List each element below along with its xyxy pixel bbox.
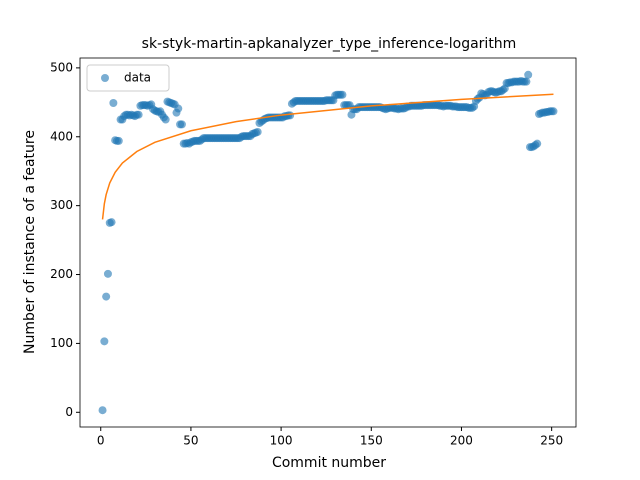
data-point <box>98 406 107 415</box>
y-tick-label: 0 <box>65 405 73 419</box>
data-point <box>114 136 123 145</box>
data-point <box>549 107 558 116</box>
data-point <box>522 77 531 86</box>
legend-label: data <box>124 71 151 85</box>
y-tick-label: 200 <box>50 267 73 281</box>
x-tick-label: 0 <box>97 434 105 448</box>
data-point <box>103 269 112 278</box>
x-tick-label: 100 <box>270 434 293 448</box>
data-point <box>174 104 183 113</box>
y-tick-label: 100 <box>50 336 73 350</box>
legend-box <box>86 64 170 92</box>
legend-marker <box>101 74 109 82</box>
data-point <box>524 70 533 79</box>
y-tick-label: 300 <box>50 198 73 212</box>
data-point <box>134 110 143 119</box>
x-tick-label: 50 <box>183 434 198 448</box>
data-point <box>109 99 118 108</box>
data-point <box>100 337 109 346</box>
data-point <box>253 127 262 136</box>
data-point <box>102 292 111 301</box>
data-point <box>107 218 116 227</box>
x-tick-label: 200 <box>450 434 473 448</box>
x-tick-label: 250 <box>540 434 563 448</box>
data-point <box>161 115 170 124</box>
chart-title: sk-styk-martin-apkanalyzer_type_inferenc… <box>142 36 517 52</box>
data-point <box>533 139 542 148</box>
y-tick-label: 500 <box>50 60 73 74</box>
y-axis-label: Number of instance of a feature <box>22 130 38 354</box>
data-point <box>338 90 347 99</box>
y-tick-label: 400 <box>50 129 73 143</box>
fit-line <box>101 93 554 220</box>
x-axis-label: Commit number <box>272 455 386 471</box>
plot-frame <box>79 57 577 428</box>
data-point <box>286 111 295 120</box>
x-tick-label: 150 <box>360 434 383 448</box>
data-point <box>177 120 186 129</box>
